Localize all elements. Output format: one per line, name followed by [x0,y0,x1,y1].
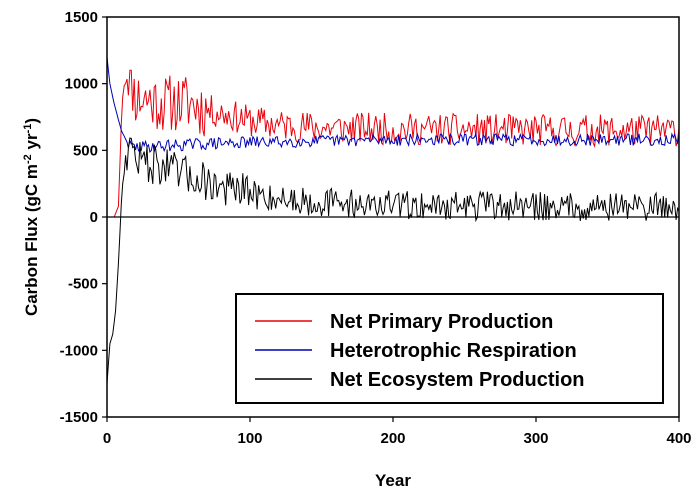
y-tick-label: -1500 [60,409,98,426]
y-tick-label: 1500 [65,9,98,26]
y-tick-label: 1000 [65,76,98,93]
y-tick-label: 500 [73,142,98,159]
y-axis-label-main: Carbon Flux (gC m [22,164,41,316]
x-tick-label: 100 [237,430,262,447]
x-axis-label: Year [375,471,411,490]
y-axis-label-unit: yr [22,133,41,154]
legend-label-hr: Heterotrophic Respiration [330,340,577,362]
legend-label-npp: Net Primary Production [330,311,553,333]
x-tick-label: 400 [666,430,691,447]
series-line-1 [106,56,680,154]
series-layer [106,56,680,384]
y-tick-label: 0 [90,209,98,226]
x-tick-label: 300 [523,430,548,447]
y-axis-label-close: ) [22,118,41,124]
legend-box [235,293,664,404]
series-line-0 [107,69,680,218]
x-tick-label: 0 [103,430,111,447]
y-axis-label-exp1: -2 [22,154,34,164]
legend-label-nep: Net Ecosystem Production [330,369,585,391]
legend: Net Primary Production Heterotrophic Res… [235,293,664,404]
y-tick-label: -1000 [60,342,98,359]
series-line-2 [106,137,680,384]
y-tick-label: -500 [68,276,98,293]
y-axis-label: Carbon Flux (gC m-2 yr-1) [22,118,41,316]
y-axis-label-exp2: -1 [22,124,34,134]
tick-layer: -1500 -1000 -500 0 500 1000 1500 0 100 200 300 400 [60,9,692,447]
x-tick-label: 200 [380,430,405,447]
